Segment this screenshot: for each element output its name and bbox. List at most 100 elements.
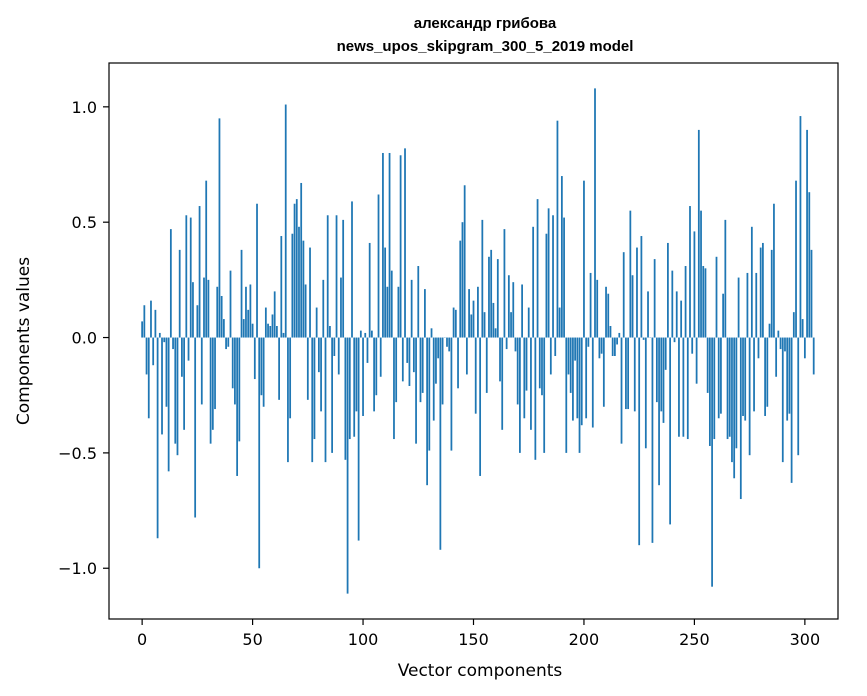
bar: [198, 206, 201, 338]
bar: [503, 229, 506, 338]
bar: [596, 279, 599, 338]
bar: [717, 337, 720, 419]
bar: [755, 272, 758, 338]
bar: [514, 337, 517, 352]
bar: [560, 176, 563, 338]
y-tick-label: −0.5: [58, 444, 97, 463]
bar: [344, 337, 347, 460]
bar: [485, 337, 488, 393]
bar: [430, 328, 433, 338]
bar: [669, 337, 671, 525]
bar: [589, 272, 592, 338]
bar: [572, 337, 574, 421]
bar: [322, 279, 325, 338]
bar: [633, 337, 636, 412]
bar: [695, 337, 698, 384]
bar: [388, 152, 391, 338]
bar: [530, 337, 532, 430]
bar: [737, 277, 740, 338]
bar: [463, 185, 466, 338]
bar: [516, 337, 519, 405]
bar: [779, 337, 782, 350]
bar: [187, 337, 190, 361]
bar: [576, 337, 579, 419]
bar: [278, 337, 280, 400]
bar: [490, 249, 493, 338]
bar: [620, 337, 623, 444]
bar: [470, 314, 473, 338]
bar: [408, 337, 411, 386]
bar: [472, 300, 475, 338]
bar: [812, 337, 815, 375]
bar: [364, 332, 367, 338]
bar: [178, 249, 181, 338]
bar: [607, 293, 610, 338]
bar: [209, 337, 212, 444]
bar: [359, 330, 362, 338]
bar: [616, 337, 618, 345]
x-axis-ticks: 0 50 100 150 200 250 300: [137, 619, 820, 649]
bar: [675, 291, 678, 338]
bar: [651, 337, 654, 543]
bar: [351, 201, 353, 338]
bar: [496, 259, 499, 338]
bar: [647, 291, 649, 338]
bar: [412, 337, 415, 373]
bar: [192, 282, 194, 338]
bar: [194, 337, 197, 518]
x-tick-label: 300: [790, 630, 821, 649]
bar: [459, 240, 462, 338]
bar: [406, 337, 409, 363]
bar: [795, 180, 797, 338]
bar: [598, 337, 601, 359]
bar: [594, 88, 596, 338]
bar: [404, 148, 406, 338]
bar: [368, 242, 371, 338]
bar: [424, 289, 426, 338]
bar: [302, 240, 305, 338]
bar: [545, 233, 548, 338]
bar: [329, 326, 331, 338]
bar: [523, 337, 526, 419]
y-tick-label: 0.5: [72, 213, 97, 232]
bar: [426, 337, 428, 486]
bar: [578, 337, 581, 453]
bar: [249, 284, 252, 338]
bar: [625, 337, 627, 410]
bar: [377, 194, 380, 338]
bar: [538, 337, 541, 389]
bar: [311, 337, 314, 463]
bar: [196, 305, 199, 338]
bar: [200, 337, 203, 405]
bar: [543, 337, 546, 453]
bar: [627, 337, 630, 410]
bar: [547, 208, 550, 338]
bar: [174, 337, 177, 444]
bar: [488, 256, 490, 338]
bar: [686, 337, 689, 440]
bar: [167, 337, 170, 472]
bar: [720, 337, 722, 414]
bar: [163, 337, 166, 343]
bar: [315, 307, 318, 338]
bar: [563, 217, 565, 338]
bar: [777, 330, 780, 338]
bar: [340, 277, 342, 338]
y-tick-label: 0.0: [72, 329, 97, 348]
bar: [355, 337, 358, 412]
bar: [726, 337, 729, 440]
bar: [432, 337, 435, 421]
bar: [362, 337, 364, 416]
bar: [386, 286, 389, 338]
bar: [534, 337, 537, 460]
bar: [673, 337, 676, 343]
bar: [454, 309, 457, 338]
bar: [700, 210, 702, 338]
x-axis-label: Vector components: [398, 661, 563, 681]
bar: [611, 337, 614, 356]
bar: [457, 337, 459, 389]
bar: [759, 247, 762, 338]
bar: [324, 337, 327, 463]
bar: [313, 337, 316, 440]
